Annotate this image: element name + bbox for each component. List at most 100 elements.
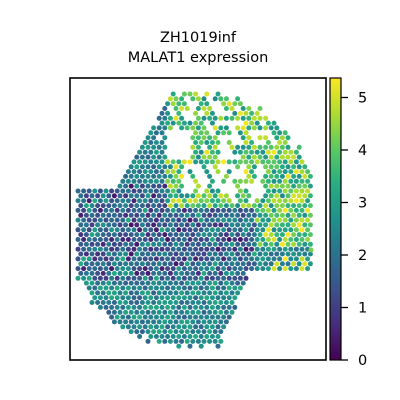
- colorbar-tick-label-1: 1: [358, 301, 367, 317]
- tissue-spot: [106, 212, 112, 218]
- tissue-spot: [145, 183, 151, 189]
- tissue-spot: [282, 198, 288, 204]
- tissue-spot: [131, 266, 137, 272]
- tissue-spot: [215, 217, 221, 223]
- tissue-spot: [218, 329, 224, 335]
- tissue-spot: [162, 309, 168, 315]
- tissue-spot: [218, 251, 224, 257]
- tissue-spot: [134, 319, 140, 325]
- tissue-spot: [117, 241, 123, 247]
- tissue-spot: [212, 154, 218, 160]
- tissue-spot: [134, 280, 140, 286]
- tissue-spot: [282, 130, 288, 136]
- tissue-spot: [137, 314, 143, 320]
- tissue-spot: [165, 295, 171, 301]
- tissue-spot: [195, 251, 201, 257]
- tissue-spot: [106, 193, 112, 199]
- tissue-spot: [204, 237, 210, 242]
- tissue-spot: [195, 261, 201, 267]
- tissue-spot: [274, 212, 280, 218]
- tissue-spot: [86, 275, 92, 281]
- tissue-spot: [170, 91, 176, 97]
- tissue-spot: [103, 256, 109, 262]
- tissue-spot: [153, 188, 159, 194]
- tissue-spot: [274, 222, 280, 228]
- tissue-spot: [165, 324, 171, 330]
- tissue-spot: [103, 246, 109, 252]
- tissue-spot: [240, 135, 246, 141]
- tissue-spot: [159, 266, 165, 272]
- tissue-spot: [279, 193, 285, 199]
- tissue-spot: [83, 251, 89, 257]
- tissue-spot: [212, 125, 218, 131]
- tissue-spot: [179, 203, 185, 209]
- tissue-spot: [307, 251, 313, 257]
- tissue-spot: [190, 96, 196, 102]
- tissue-spot: [263, 173, 269, 179]
- tissue-spot: [148, 227, 154, 233]
- tissue-spot: [209, 178, 215, 184]
- tissue-spot: [212, 144, 218, 150]
- tissue-spot: [165, 285, 171, 291]
- tissue-spot: [117, 222, 123, 228]
- tissue-spot: [193, 198, 199, 204]
- tissue-spot: [240, 222, 246, 228]
- tissue-spot: [212, 241, 218, 247]
- tissue-spot: [148, 304, 154, 310]
- tissue-spot: [137, 227, 143, 233]
- tissue-spot: [307, 261, 313, 267]
- tissue-spot: [106, 280, 112, 286]
- tissue-spot: [302, 261, 308, 267]
- tissue-spot: [246, 193, 252, 199]
- tissue-spot: [173, 290, 179, 296]
- tissue-spot: [232, 207, 238, 213]
- tissue-spot: [263, 164, 269, 170]
- tissue-spot: [190, 232, 196, 238]
- tissue-spot: [184, 212, 190, 218]
- tissue-spot: [156, 270, 162, 276]
- tissue-spot: [134, 270, 140, 276]
- tissue-spot: [204, 275, 210, 281]
- tissue-spot: [89, 280, 95, 286]
- tissue-spot: [246, 241, 252, 247]
- tissue-spot: [145, 164, 151, 170]
- tissue-spot: [226, 304, 232, 310]
- tissue-spot: [89, 270, 95, 276]
- tissue-spot: [167, 338, 173, 344]
- tissue-spot: [159, 140, 165, 145]
- tissue-spot: [125, 207, 131, 213]
- tissue-spot: [92, 246, 98, 252]
- tissue-spot: [215, 237, 221, 242]
- tissue-spot: [263, 251, 269, 257]
- tissue-spot: [212, 309, 218, 315]
- tissue-spot: [190, 261, 196, 267]
- tissue-spot: [226, 295, 232, 301]
- tissue-spot: [249, 237, 255, 242]
- tissue-spot: [170, 256, 176, 262]
- tissue-spot: [240, 115, 246, 121]
- tissue-spot: [111, 280, 117, 286]
- tissue-spot: [117, 270, 123, 276]
- tissue-spot: [198, 227, 204, 233]
- tissue-spot: [293, 169, 299, 175]
- tissue-spot: [100, 251, 106, 257]
- tissue-spot: [240, 106, 246, 111]
- tissue-spot: [265, 227, 271, 233]
- tissue-spot: [120, 324, 126, 330]
- tissue-spot: [109, 237, 115, 242]
- tissue-spot: [179, 338, 185, 344]
- tissue-spot: [232, 285, 238, 291]
- tissue-spot: [218, 309, 224, 315]
- tissue-spot: [291, 261, 297, 267]
- tissue-spot: [142, 246, 148, 252]
- tissue-spot: [277, 217, 283, 223]
- tissue-spot: [111, 212, 117, 218]
- tissue-spot: [237, 188, 243, 194]
- tissue-spot: [209, 217, 215, 223]
- tissue-spot: [159, 169, 165, 175]
- tissue-spot: [173, 241, 179, 247]
- tissue-spot: [148, 314, 154, 320]
- tissue-spot: [139, 261, 145, 267]
- tissue-spot: [282, 266, 288, 272]
- tissue-spot: [215, 266, 221, 272]
